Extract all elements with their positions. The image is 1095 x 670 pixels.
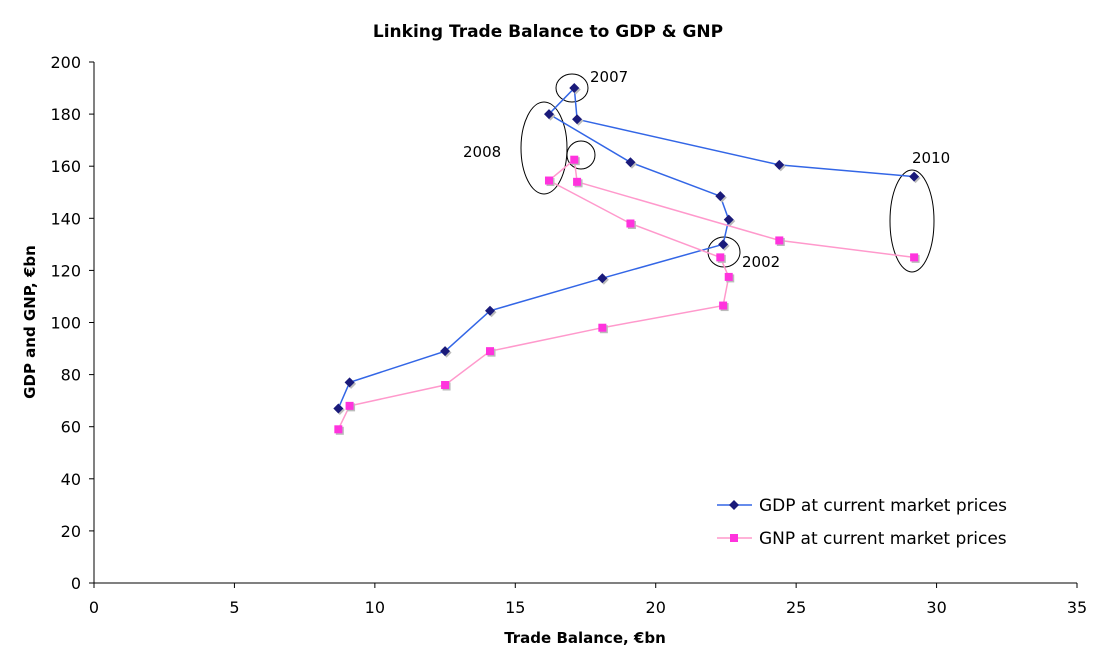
legend: GDP at current market prices GNP at curr… [717,496,1007,549]
point-gnp [544,176,553,185]
y-tick-label: 60 [61,418,81,437]
point-gnp [598,323,607,332]
series-line-gdp [337,86,915,409]
y-tick-label: 180 [50,105,81,124]
y-tick-label: 120 [50,261,81,280]
legend-marker-gnp [730,534,738,542]
chart-title: Linking Trade Balance to GDP & GNP [373,22,723,42]
y-axis-title-group: GDP and GNP, €bn [21,245,39,399]
point-gdp [718,239,729,250]
legend-item-gdp: GDP at current market prices [717,496,1007,516]
point-gdp [625,157,636,168]
annotation-2008: 2008 [463,143,501,161]
point-gdp [485,305,496,316]
point-gnp [626,219,635,228]
legend-label-gdp: GDP at current market prices [759,496,1007,516]
circle-2010 [889,169,935,273]
y-tick-label: 100 [50,314,81,333]
axis-ticks: 0 20 40 60 80 100 120 140 160 180 200 0 5 10 15 20 25 30 3… [50,53,1087,617]
point-gdp [723,214,734,225]
y-tick-label: 0 [71,574,81,593]
point-gdp [572,114,583,125]
y-axis-title: GDP and GNP, €bn [21,245,39,399]
point-gnp [573,177,582,186]
legend-item-gnp: GNP at current market prices [717,529,1007,549]
x-tick-label: 10 [365,598,385,617]
x-tick-label: 35 [1067,598,1087,617]
circle-2007 [555,73,589,103]
point-gnp [716,253,725,262]
point-gdp [597,273,608,284]
x-tick-label: 20 [646,598,666,617]
annotation-2002: 2002 [742,253,780,271]
circle-2008-gdp [520,101,568,195]
point-gdp [440,346,451,357]
point-gnp [486,347,495,356]
y-tick-label: 200 [50,53,81,72]
point-gnp [724,272,733,281]
point-gdp [715,191,726,202]
point-gnp [775,236,784,245]
point-gnp [910,253,919,262]
point-gdp [909,171,920,182]
annotation-2010: 2010 [912,149,950,167]
annotation-2007: 2007 [590,68,628,86]
point-gnp [570,155,579,164]
x-tick-label: 5 [229,598,239,617]
point-gnp [719,301,728,310]
x-tick-label: 25 [786,598,806,617]
x-tick-label: 15 [505,598,525,617]
series-layer [333,83,921,435]
point-gdp [569,83,580,94]
point-gnp [441,381,450,390]
point-gnp [345,401,354,410]
y-tick-label: 80 [61,366,81,385]
x-tick-label: 30 [926,598,946,617]
point-gnp [334,425,343,434]
y-tick-label: 40 [61,470,81,489]
y-tick-label: 140 [50,209,81,228]
point-gdp [774,159,785,170]
y-tick-label: 160 [50,157,81,176]
x-tick-label: 0 [89,598,99,617]
point-gdp [543,109,554,120]
legend-label-gnp: GNP at current market prices [759,529,1007,549]
y-tick-label: 20 [61,522,81,541]
x-axis-title: Trade Balance, €bn [504,629,666,647]
point-gdp [333,403,344,414]
circle-2008-gnp [566,140,596,170]
series-line-gnp [337,158,915,430]
point-gdp [344,377,355,388]
legend-marker-gdp [729,500,739,510]
